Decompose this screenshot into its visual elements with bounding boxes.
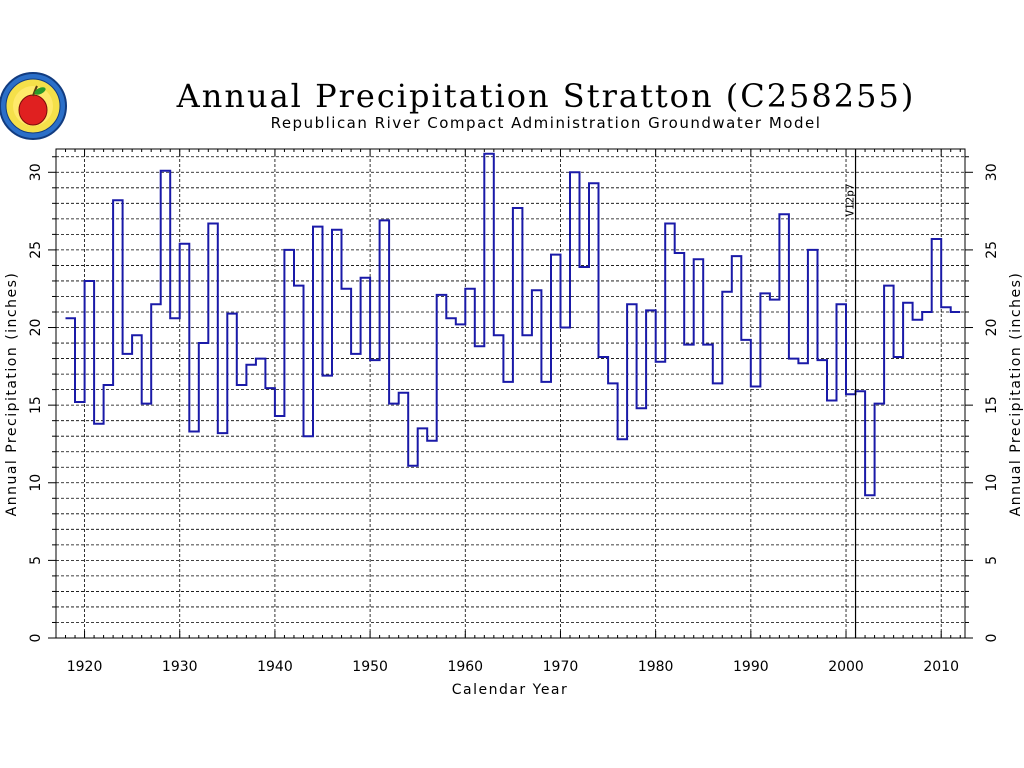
y-tick-label-left: 5 bbox=[28, 556, 44, 565]
x-tick-label: 1930 bbox=[162, 659, 198, 675]
x-tick-label: 1960 bbox=[447, 659, 483, 675]
y-tick-label-left: 20 bbox=[28, 319, 44, 337]
y-tick-label-right: 5 bbox=[984, 556, 1000, 565]
y-axis-label-right: Annual Precipitation (inches) bbox=[1008, 272, 1024, 517]
x-axis-label: Calendar Year bbox=[452, 682, 569, 698]
marker-v12p7: V12p7 bbox=[844, 149, 857, 638]
series-precipitation bbox=[65, 152, 961, 497]
apple-seal-logo bbox=[0, 72, 67, 140]
y-tick-label-right: 30 bbox=[984, 163, 1000, 181]
x-tick-label: 1940 bbox=[257, 659, 293, 675]
marker-label: V12p7 bbox=[844, 183, 857, 216]
y-tick-label-right: 0 bbox=[984, 634, 1000, 643]
y-axis-label-left: Annual Precipitation (inches) bbox=[4, 272, 20, 517]
y-tick-label-right: 15 bbox=[984, 396, 1000, 414]
x-tick-label: 1990 bbox=[733, 659, 769, 675]
chart-subtitle: Republican River Compact Administration … bbox=[271, 114, 822, 132]
y-tick-label-right: 10 bbox=[984, 474, 1000, 492]
y-tick-label-left: 0 bbox=[28, 634, 44, 643]
axes: 1920 1930 1940 1950 1960 1970 1980 1990 2000 2010… bbox=[28, 148, 1000, 675]
y-tick-label-right: 25 bbox=[984, 241, 1000, 259]
y-tick-label-left: 10 bbox=[28, 474, 44, 492]
chart-title: Annual Precipitation Stratton (C258255) bbox=[176, 77, 916, 115]
y-tick-label-left: 25 bbox=[28, 241, 44, 259]
x-tick-label: 1950 bbox=[352, 659, 388, 675]
x-tick-label: 2000 bbox=[828, 659, 864, 675]
y-tick-label-right: 20 bbox=[984, 319, 1000, 337]
y-tick-label-left: 30 bbox=[28, 163, 44, 181]
grid bbox=[56, 149, 965, 639]
x-tick-label: 2010 bbox=[923, 659, 959, 675]
x-tick-label: 1970 bbox=[543, 659, 579, 675]
plot-frame bbox=[55, 148, 966, 639]
x-tick-label: 1980 bbox=[638, 659, 674, 675]
series-line bbox=[65, 152, 961, 497]
x-tick-label: 1920 bbox=[67, 659, 103, 675]
y-tick-label-left: 15 bbox=[28, 396, 44, 414]
